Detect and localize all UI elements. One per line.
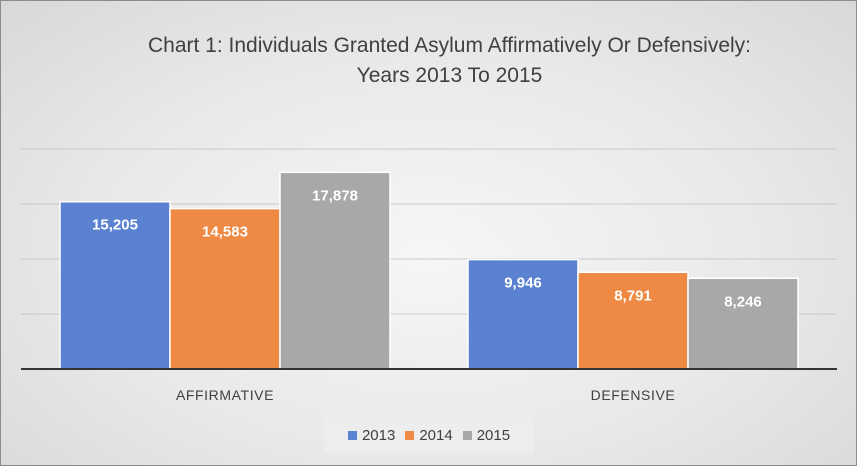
legend-item-2015: 2015 xyxy=(462,426,511,444)
data-label-2015-defensive: 8,246 xyxy=(724,293,762,310)
bar-2015-defensive xyxy=(687,277,799,370)
category-label-affirmative: AFFIRMATIVE xyxy=(176,387,274,403)
category-label-defensive: DEFENSIVE xyxy=(591,387,676,403)
chart-title-line-2: Years 2013 To 2015 xyxy=(356,64,543,87)
data-label-2013-affirmative: 15,205 xyxy=(92,217,138,234)
legend-item-2013: 2013 xyxy=(347,426,396,444)
chart-title: Chart 1: Individuals Granted Asylum Affi… xyxy=(61,31,838,91)
data-label-2015-affirmative: 17,878 xyxy=(312,187,358,204)
legend-swatch-2014 xyxy=(405,430,415,440)
legend-swatch-2013 xyxy=(347,430,357,440)
legend-swatch-2015 xyxy=(462,430,472,440)
legend-label-2013: 2013 xyxy=(361,426,396,444)
data-label-2013-defensive: 9,946 xyxy=(504,275,542,292)
legend-label-2014: 2014 xyxy=(419,426,453,444)
chart-title-line-1: Chart 1: Individuals Granted Asylum Affi… xyxy=(147,34,752,57)
legend-label-2015: 2015 xyxy=(476,426,511,444)
bar-2014-affirmative xyxy=(169,207,281,370)
data-label-2014-defensive: 8,791 xyxy=(614,287,652,304)
bar-2015-affirmative xyxy=(279,171,391,370)
legend-item-2014: 2014 xyxy=(405,426,453,444)
legend: 2013 2014 2015 xyxy=(324,417,534,453)
data-label-2014-affirmative: 14,583 xyxy=(202,224,248,241)
bar-2013-defensive xyxy=(467,258,579,370)
bar-2014-defensive xyxy=(577,271,689,370)
